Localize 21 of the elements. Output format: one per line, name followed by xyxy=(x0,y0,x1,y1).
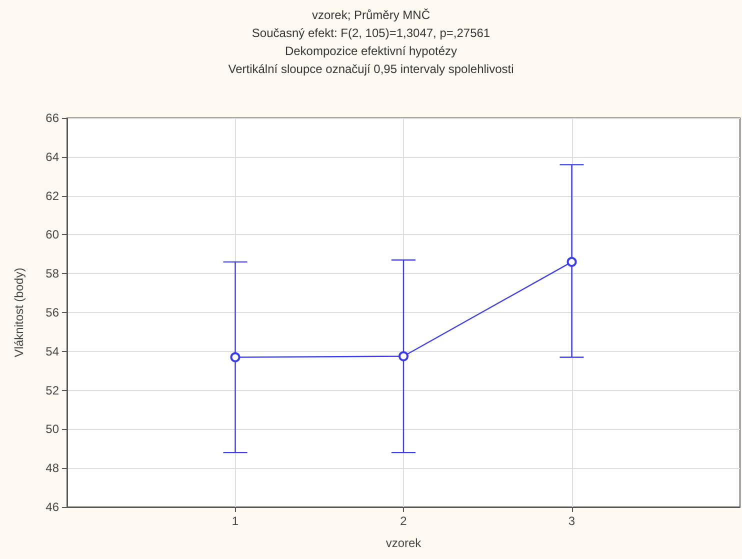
point xyxy=(398,351,408,362)
y-tick-label: 52 xyxy=(46,383,60,398)
y-tick-label: 58 xyxy=(46,266,60,281)
x-tick-label: 3 xyxy=(568,514,576,528)
y-tick-label: 48 xyxy=(46,461,60,476)
y-tick-label: 66 xyxy=(46,111,60,125)
y-tick-label: 54 xyxy=(46,344,60,358)
y-tick-label: 60 xyxy=(46,228,60,242)
x-axis-title: vzorek xyxy=(386,536,422,550)
x-tick-label: 2 xyxy=(400,514,408,528)
point xyxy=(566,256,577,267)
point xyxy=(230,352,240,362)
y-tick-label: 46 xyxy=(46,500,60,514)
chart-title: vzorek; Průměry MNČ xyxy=(312,8,430,22)
y-tick-label: 50 xyxy=(46,422,60,436)
y-tick-label: 62 xyxy=(46,188,60,203)
y-axis-title: Vláknitost (body) xyxy=(12,268,26,358)
x-tick-label: 1 xyxy=(232,514,239,528)
y-tick-label: 56 xyxy=(46,306,60,320)
chart-subtitle: Současný efekt: F(2, 105)=1,3047, p=,27561 Dekompozice efektivní hypotézy Vertikální sloupce označují 0,95 intervaly spolehlivosti xyxy=(228,26,514,76)
y-tick-label: 64 xyxy=(46,150,60,164)
